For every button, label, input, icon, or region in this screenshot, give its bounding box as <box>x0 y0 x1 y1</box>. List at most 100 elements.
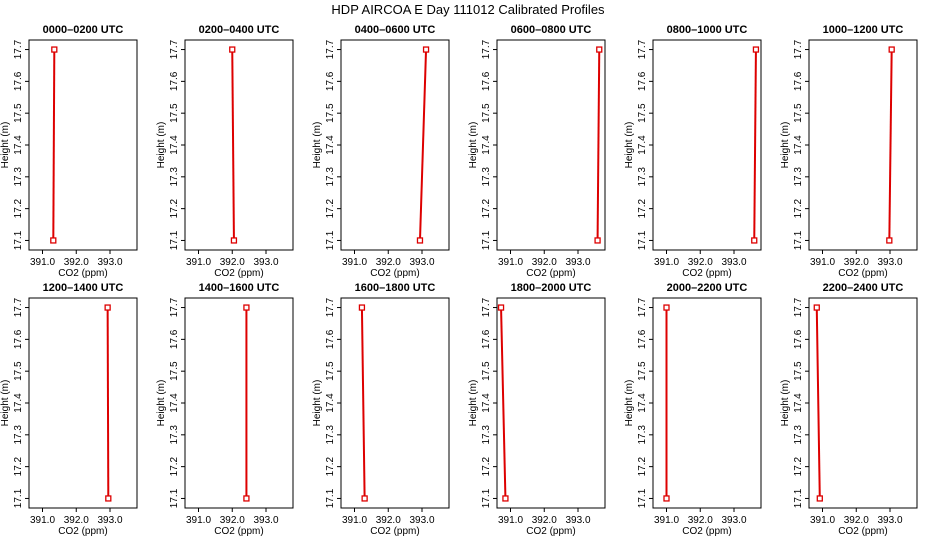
panel-4-profile-line <box>596 49 601 241</box>
panel-3-x-tick-label: 392.0 <box>376 257 401 268</box>
panel-7-y-tick-label: 17.1 <box>13 488 24 508</box>
panel-8-data-point <box>243 304 250 311</box>
panel-6-y-tick-label: 17.2 <box>793 198 804 218</box>
panel-7-y-tick-label: 17.4 <box>13 393 24 413</box>
panel-3-y-axis-label: Height (m) <box>312 122 323 169</box>
panel-4-x-tick-label: 391.0 <box>498 257 523 268</box>
panel-9-data-point <box>361 495 368 502</box>
panel-5-y-tick-label: 17.2 <box>637 198 648 218</box>
panel-11-y-tick-label: 17.6 <box>637 329 648 349</box>
panel-12-title: 2200–2400 UTC <box>823 282 904 294</box>
panel-2-frame <box>184 39 294 251</box>
panel-11-data-point <box>663 304 670 311</box>
panel-3-profile-line <box>418 49 428 241</box>
panel-7-y-axis-label: Height (m) <box>0 380 11 427</box>
panel-11-y-axis-label: Height (m) <box>624 380 635 427</box>
panel-11-data-point <box>663 495 670 502</box>
panel-12-y-tick-label: 17.4 <box>793 393 804 413</box>
panel-2-y-tick-label: 17.7 <box>169 39 180 59</box>
panel-12-y-tick-label: 17.2 <box>793 456 804 476</box>
panel-8-x-tick-label: 391.0 <box>186 515 211 526</box>
panel-4-y-tick-label: 17.5 <box>481 103 492 123</box>
panel-3-y-tick-label: 17.2 <box>325 198 336 218</box>
panel-12-y-tick-label: 17.7 <box>793 297 804 317</box>
panel-12-x-tick-label: 392.0 <box>844 515 869 526</box>
panel-2-x-tick-label: 392.0 <box>220 257 245 268</box>
panel-5-y-tick-label: 17.1 <box>637 230 648 250</box>
panel-6-y-axis-label: Height (m) <box>780 122 791 169</box>
panel-4-y-tick-label: 17.4 <box>481 135 492 155</box>
panel-1-title: 0000–0200 UTC <box>43 24 124 36</box>
panel-1-y-tick-label: 17.2 <box>13 198 24 218</box>
panel-11-y-tick-label: 17.4 <box>637 393 648 413</box>
panel-6-data-point <box>886 237 893 244</box>
panel-2-y-tick-label: 17.4 <box>169 135 180 155</box>
panel-1-y-tick-label: 17.5 <box>13 103 24 123</box>
panel-12-y-tick-label: 17.5 <box>793 361 804 381</box>
panel-7-profile-line <box>106 307 110 499</box>
panel-3-x-tick-label: 393.0 <box>409 257 434 268</box>
panel-5-x-tick-label: 391.0 <box>654 257 679 268</box>
panel-9-title: 1600–1800 UTC <box>355 282 436 294</box>
panel-1-x-tick-label: 392.0 <box>64 257 89 268</box>
panel-9-x-tick-label: 391.0 <box>342 515 367 526</box>
panel-8-x-tick-label: 392.0 <box>220 515 245 526</box>
panel-12-x-tick-label: 393.0 <box>877 515 902 526</box>
panel-10-y-tick-label: 17.4 <box>481 393 492 413</box>
panel-3-y-tick-label: 17.7 <box>325 39 336 59</box>
panel-2-title: 0200–0400 UTC <box>199 24 280 36</box>
panel-4-y-tick-label: 17.1 <box>481 230 492 250</box>
panel-10-y-tick-label: 17.5 <box>481 361 492 381</box>
panel-7-x-tick-label: 393.0 <box>97 515 122 526</box>
panel-4-y-axis-label: Height (m) <box>468 122 479 169</box>
panel-5-x-axis-label: CO2 (ppm) <box>682 268 731 279</box>
panel-7-title: 1200–1400 UTC <box>43 282 124 294</box>
panel-2-data-point <box>229 46 236 53</box>
panel-11-y-tick-label: 17.7 <box>637 297 648 317</box>
panel-5-x-tick-label: 393.0 <box>721 257 746 268</box>
panel-7-y-tick-label: 17.5 <box>13 361 24 381</box>
panel-10-x-tick-label: 391.0 <box>498 515 523 526</box>
panel-9-y-tick-label: 17.5 <box>325 361 336 381</box>
panel-5-y-tick-label: 17.3 <box>637 167 648 187</box>
panel-10-x-tick-label: 392.0 <box>532 515 557 526</box>
panel-5-data-point <box>751 237 758 244</box>
panel-6-y-tick-label: 17.4 <box>793 135 804 155</box>
panel-2-y-tick-label: 17.2 <box>169 198 180 218</box>
panel-10-x-tick-label: 393.0 <box>565 515 590 526</box>
panel-6-x-tick-label: 392.0 <box>844 257 869 268</box>
page-title: HDP AIRCOA E Day 111012 Calibrated Profi… <box>331 2 605 17</box>
panel-11-y-tick-label: 17.2 <box>637 456 648 476</box>
panel-2-y-axis-label: Height (m) <box>156 122 167 169</box>
panel-1-y-tick-label: 17.7 <box>13 39 24 59</box>
panel-4-data-point <box>594 237 601 244</box>
panel-10-y-tick-label: 17.7 <box>481 297 492 317</box>
panel-2-x-tick-label: 393.0 <box>253 257 278 268</box>
panel-12-data-point <box>816 495 823 502</box>
panel-2-y-tick-label: 17.6 <box>169 71 180 91</box>
panel-8-y-tick-label: 17.6 <box>169 329 180 349</box>
panel-1-y-tick-label: 17.3 <box>13 167 24 187</box>
panel-10-y-tick-label: 17.6 <box>481 329 492 349</box>
panel-3-y-tick-label: 17.4 <box>325 135 336 155</box>
panel-1-profile-line <box>52 49 56 241</box>
panel-2-y-tick-label: 17.3 <box>169 167 180 187</box>
panel-3-frame <box>340 39 450 251</box>
panel-10-y-tick-label: 17.1 <box>481 488 492 508</box>
panel-11-frame <box>652 297 762 509</box>
panel-7-y-tick-label: 17.3 <box>13 425 24 445</box>
panel-6-y-tick-label: 17.6 <box>793 71 804 91</box>
panel-7-x-axis-label: CO2 (ppm) <box>58 526 107 537</box>
panel-6-y-tick-label: 17.7 <box>793 39 804 59</box>
panel-3-y-tick-label: 17.6 <box>325 71 336 91</box>
panel-8-y-tick-label: 17.3 <box>169 425 180 445</box>
panel-4-y-tick-label: 17.2 <box>481 198 492 218</box>
panel-1-y-tick-label: 17.1 <box>13 230 24 250</box>
panel-11-y-tick-label: 17.3 <box>637 425 648 445</box>
panel-8-y-tick-label: 17.7 <box>169 297 180 317</box>
panel-8-y-axis-label: Height (m) <box>156 380 167 427</box>
panel-9-y-axis-label: Height (m) <box>312 380 323 427</box>
panel-6-x-tick-label: 391.0 <box>810 257 835 268</box>
panel-8-y-tick-label: 17.1 <box>169 488 180 508</box>
